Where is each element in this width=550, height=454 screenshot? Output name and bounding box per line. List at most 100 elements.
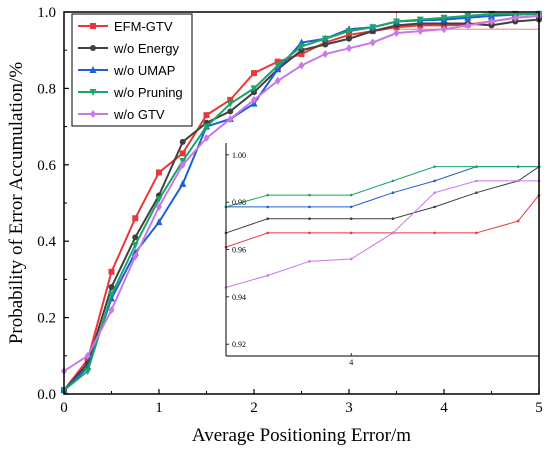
x-tick-label: 3 xyxy=(345,400,353,416)
inset-data-point xyxy=(391,217,395,221)
legend-label: w/o Pruning xyxy=(113,85,183,100)
inset-data-point xyxy=(475,231,478,235)
data-point xyxy=(322,50,329,59)
data-point xyxy=(108,291,115,299)
main-plot xyxy=(60,9,543,395)
inset-y-tick-label: 0.94 xyxy=(232,293,246,302)
data-point xyxy=(108,268,115,275)
legend-label: EFM-GTV xyxy=(114,19,173,34)
data-point xyxy=(155,196,163,204)
legend-label: w/o UMAP xyxy=(113,63,175,78)
data-point xyxy=(322,41,329,48)
legend-marker xyxy=(90,23,96,29)
data-point xyxy=(84,368,92,376)
inset-data-point xyxy=(308,231,311,235)
y-tick-label: 0.2 xyxy=(37,311,56,327)
inset-plot: 0.92 0.94 0.96 0.98 1.00 4 xyxy=(224,143,541,367)
data-point xyxy=(441,25,447,34)
data-point xyxy=(227,96,234,103)
y-tick-label: 1.0 xyxy=(37,5,56,21)
data-point xyxy=(321,35,329,43)
data-point xyxy=(417,27,424,36)
data-point xyxy=(512,13,519,22)
inset-y-tick-label: 0.98 xyxy=(232,198,246,207)
inset-data-point xyxy=(266,193,270,197)
x-tick-label: 4 xyxy=(440,400,448,416)
series-2 xyxy=(60,9,543,394)
legend-marker xyxy=(90,45,96,51)
data-point xyxy=(345,28,353,36)
inset-y-tick-label: 1.00 xyxy=(232,151,246,160)
inset-data-point xyxy=(391,231,395,235)
inset-data-point xyxy=(475,165,478,168)
inset-data-point xyxy=(308,205,311,209)
inset-background xyxy=(226,143,539,356)
data-point xyxy=(179,160,186,169)
inset-data-point xyxy=(475,191,478,194)
data-point xyxy=(440,14,448,22)
data-point xyxy=(298,61,305,70)
data-point xyxy=(203,123,210,131)
data-point xyxy=(251,95,257,104)
inset-data-point xyxy=(349,231,353,235)
data-point xyxy=(155,218,163,226)
inset-data-point xyxy=(349,217,353,221)
inset-data-point xyxy=(433,165,436,168)
inset-x-tick-label: 4 xyxy=(349,358,353,367)
legend: EFM-GTV w/o Energy w/o UMAP w/o Pruning w/o … xyxy=(71,13,193,127)
inset-data-point xyxy=(349,205,353,209)
data-point xyxy=(346,44,352,53)
data-point xyxy=(251,70,257,77)
data-point xyxy=(203,134,210,143)
data-point xyxy=(464,21,471,30)
inset-data-point xyxy=(308,193,311,197)
legend-marker xyxy=(89,89,97,96)
legend-item: w/o Pruning xyxy=(78,85,183,100)
data-point xyxy=(179,138,186,145)
inset-data-point xyxy=(266,274,270,277)
data-point xyxy=(227,108,234,115)
data-point xyxy=(298,51,305,58)
data-point xyxy=(369,24,377,32)
data-point xyxy=(108,305,115,314)
x-tick-label: 1 xyxy=(155,400,163,416)
data-point xyxy=(416,16,424,24)
data-point xyxy=(369,38,376,47)
data-point xyxy=(298,43,305,51)
data-point xyxy=(84,351,91,360)
data-point xyxy=(274,62,282,70)
legend-label: w/o Energy xyxy=(113,41,180,56)
inset-data-point xyxy=(516,219,520,223)
data-point xyxy=(488,17,495,26)
inset-data-point xyxy=(433,179,436,183)
y-tick-label: 0.4 xyxy=(37,234,56,250)
data-point xyxy=(179,150,186,157)
inset-data-point xyxy=(349,257,353,261)
legend-item: w/o Energy xyxy=(78,41,180,56)
data-point xyxy=(156,202,162,211)
data-point xyxy=(203,112,210,119)
data-point xyxy=(132,234,139,241)
inset-data-point xyxy=(266,217,270,221)
data-point xyxy=(346,35,352,42)
legend-item: w/o GTV xyxy=(78,107,165,122)
inset-data-point xyxy=(516,165,520,168)
data-point xyxy=(132,215,139,222)
x-tick-label: 2 xyxy=(250,400,258,416)
y-tick-label: 0.0 xyxy=(37,387,56,403)
y-tick-label: 0.6 xyxy=(37,158,56,174)
data-point xyxy=(179,179,187,187)
inset-data-point xyxy=(391,191,395,194)
inset-y-tick-label: 0.92 xyxy=(232,340,246,349)
inset-data-point xyxy=(475,179,478,183)
data-point xyxy=(108,284,115,291)
legend-item: EFM-GTV xyxy=(78,19,173,34)
data-point xyxy=(227,114,234,123)
data-point xyxy=(393,18,400,26)
data-point xyxy=(274,76,281,85)
inset-data-point xyxy=(433,205,436,209)
inset-y-tick-label: 0.96 xyxy=(232,246,246,255)
inset-data-point xyxy=(433,231,436,235)
